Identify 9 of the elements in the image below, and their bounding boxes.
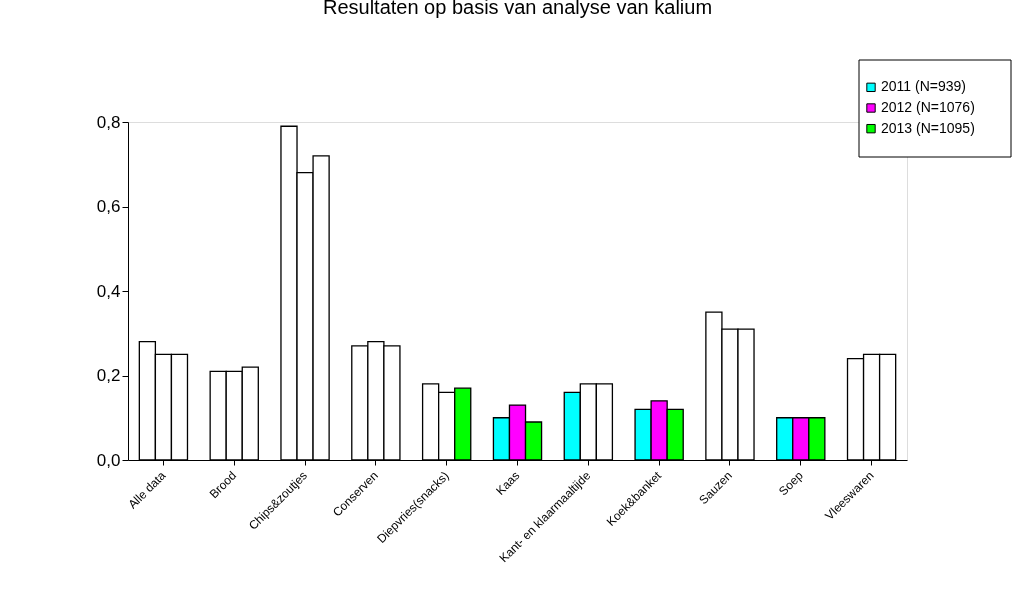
y-tick-label: 0,4 <box>96 281 121 301</box>
legend-label: 2013 (N=1095) <box>881 119 975 136</box>
y-tick-label: 0,0 <box>96 450 121 470</box>
x-tick-label: Alle data <box>125 468 169 512</box>
y-tick-label: 0,8 <box>96 112 121 132</box>
legend-label: 2011 (N=939) <box>881 78 966 95</box>
y-tick-label: 0,6 <box>96 197 121 216</box>
y-tick-label: 0,2 <box>96 366 121 385</box>
legend-label: 2012 (N=1076) <box>881 99 975 115</box>
